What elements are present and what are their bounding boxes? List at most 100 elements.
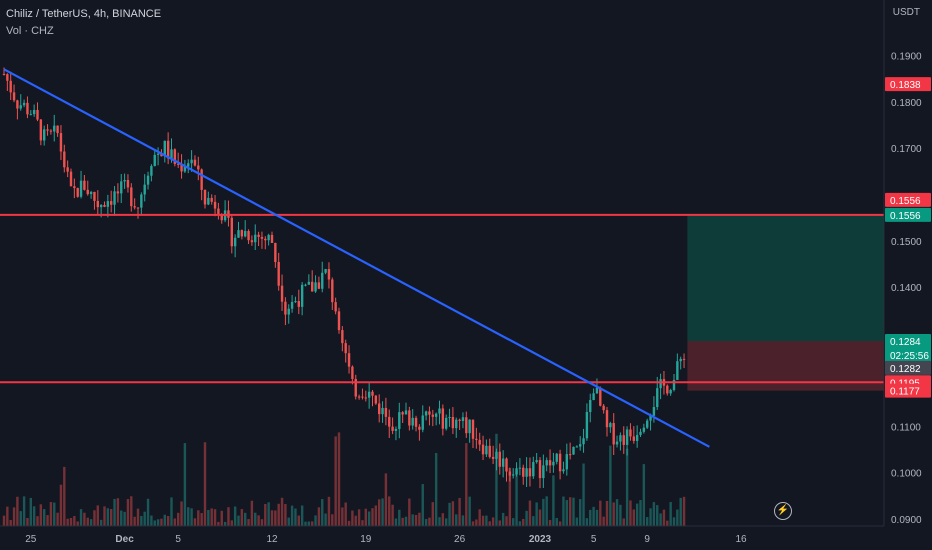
volume-bar: [424, 519, 428, 526]
time-tick: 19: [360, 534, 372, 545]
volume-bar: [545, 496, 548, 526]
candle-body: [629, 429, 632, 437]
volume-bar: [575, 517, 579, 526]
volume-bar: [629, 500, 632, 526]
candle-body: [568, 454, 572, 456]
candle-body: [421, 415, 424, 430]
candle-body: [22, 102, 26, 106]
volume-bar: [217, 521, 220, 526]
candle-body: [26, 102, 29, 115]
volume-bar: [6, 506, 9, 526]
volume-bar: [9, 520, 12, 526]
lightning-icon[interactable]: ⚡: [774, 502, 792, 520]
candle-body: [672, 379, 676, 391]
candle-body: [351, 366, 354, 379]
candle-body: [156, 153, 160, 155]
volume-bar: [79, 509, 83, 526]
volume-bar: [394, 518, 398, 526]
volume-bar: [491, 517, 495, 526]
candle-body: [545, 460, 548, 466]
candle-body: [53, 125, 56, 132]
candle-body: [488, 445, 491, 457]
candle-body: [153, 154, 156, 167]
volume-bar: [210, 508, 213, 526]
candle-body: [99, 204, 103, 208]
volume-bar: [448, 502, 451, 526]
candle-body: [632, 436, 635, 441]
candle-body: [468, 419, 471, 434]
volume-bar: [391, 504, 394, 526]
volume-bar: [609, 445, 612, 526]
volume-bar: [166, 516, 170, 526]
volume-bar: [512, 518, 515, 526]
volume-bar: [213, 509, 217, 526]
horizontal-levels: [0, 213, 884, 384]
candle-body: [666, 385, 669, 394]
countdown-label: 02:25:56: [890, 351, 929, 362]
price-label-bg: [885, 360, 931, 375]
volume-bar: [451, 501, 455, 526]
candle-body: [317, 282, 321, 289]
price-label-bg: [885, 192, 931, 207]
volume-bar: [585, 518, 589, 526]
candle-body: [140, 194, 143, 208]
candle-body: [247, 231, 250, 241]
volume-bar: [96, 505, 99, 526]
candle-body: [656, 388, 659, 408]
volume-bar: [518, 521, 522, 526]
volume-bar: [220, 510, 223, 526]
candle-body: [260, 236, 264, 239]
candle-body: [371, 391, 374, 396]
volume-bar: [183, 443, 187, 526]
volume-bar: [548, 520, 552, 526]
volume-bar: [515, 470, 518, 526]
volume-bar: [649, 508, 652, 526]
candle-body: [270, 234, 274, 244]
time-tick: 12: [266, 534, 278, 545]
volume-bar: [408, 498, 411, 526]
volume-bar: [602, 516, 605, 526]
candle-body: [465, 417, 468, 434]
candle-body: [113, 191, 116, 205]
candle-body: [280, 285, 284, 302]
time-tick: 16: [735, 534, 747, 545]
candle-body: [220, 214, 223, 221]
volume-bar: [133, 516, 136, 526]
volume-bar: [69, 517, 73, 526]
candle-body: [498, 451, 501, 467]
candle-body: [518, 467, 522, 469]
volume-bar: [662, 509, 666, 526]
candle-body: [441, 408, 445, 429]
candle-body: [357, 396, 361, 398]
volume-bar: [26, 518, 29, 526]
candle-body: [49, 130, 53, 132]
volume-bar: [190, 508, 193, 526]
candle-body: [354, 378, 357, 397]
candle-body: [334, 302, 337, 312]
candle-body: [458, 419, 461, 421]
volume-bar: [501, 512, 505, 526]
candle-body: [682, 358, 686, 360]
candle-body: [555, 453, 558, 462]
volume-bar: [227, 507, 230, 526]
volume-bar: [495, 433, 498, 526]
candle-body: [562, 469, 565, 472]
volume-bar: [304, 521, 307, 526]
volume-bar: [307, 521, 311, 526]
volume-bar: [187, 507, 190, 526]
volume-bar: [93, 510, 96, 526]
candle-body: [424, 411, 428, 416]
candle-body: [428, 411, 431, 415]
volume-bar: [284, 504, 287, 526]
candle-body: [646, 420, 649, 428]
time-tick: 2023: [529, 534, 552, 545]
candle-body: [93, 191, 96, 201]
candle-body: [116, 191, 120, 194]
volume-bar: [528, 500, 532, 526]
volume-bar: [418, 512, 421, 526]
volume-bar: [254, 512, 257, 526]
candle-body: [679, 358, 682, 362]
candle-body: [491, 456, 495, 459]
candle-body: [46, 129, 49, 131]
